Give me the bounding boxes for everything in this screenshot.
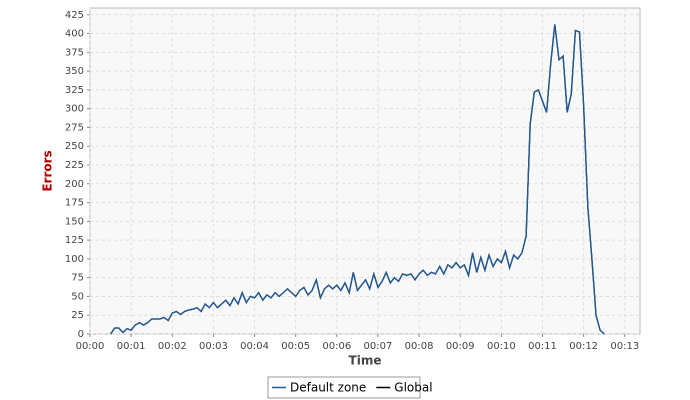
- y-tick-label: 350: [65, 66, 84, 77]
- x-tick-label: 00:06: [322, 341, 351, 352]
- y-axis-title: Errors: [41, 150, 55, 191]
- series-line: [110, 24, 605, 335]
- y-tick-label: 250: [65, 141, 84, 152]
- y-tick-label: 150: [65, 216, 84, 227]
- y-tick-label: 25: [71, 310, 84, 321]
- y-tick-label: 300: [65, 104, 84, 115]
- x-tick-label: 00:13: [610, 341, 639, 352]
- x-tick-label: 00:10: [487, 341, 516, 352]
- legend-label: Default zone: [290, 381, 366, 395]
- x-tick-label: 00:07: [364, 341, 393, 352]
- y-tick-label: 325: [65, 85, 84, 96]
- y-tick-label: 200: [65, 179, 84, 190]
- legend: [267, 376, 421, 399]
- x-tick-label: 00:04: [240, 341, 269, 352]
- x-tick-label: 00:03: [199, 341, 228, 352]
- y-tick-label: 50: [71, 291, 84, 302]
- y-tick-label: 75: [71, 273, 84, 284]
- y-tick-label: 275: [65, 122, 84, 133]
- x-tick-label: 00:09: [446, 341, 475, 352]
- x-tick-label: 00:12: [569, 341, 598, 352]
- y-tick-label: 425: [65, 10, 84, 21]
- x-tick-label: 00:01: [117, 341, 146, 352]
- x-axis-title: Time: [349, 354, 382, 368]
- x-tick-label: 00:05: [281, 341, 310, 352]
- legend-label: Global: [394, 381, 432, 395]
- x-tick-label: 00:02: [158, 341, 187, 352]
- x-tick-label: 00:00: [76, 341, 105, 352]
- y-tick-label: 225: [65, 160, 84, 171]
- x-tick-label: 00:08: [405, 341, 434, 352]
- x-tick-label: 00:11: [528, 341, 557, 352]
- y-tick-label: 100: [65, 254, 84, 265]
- y-tick-label: 0: [78, 329, 84, 340]
- y-tick-label: 400: [65, 29, 84, 40]
- y-tick-label: 375: [65, 47, 84, 58]
- y-tick-label: 125: [65, 235, 84, 246]
- y-tick-label: 175: [65, 198, 84, 209]
